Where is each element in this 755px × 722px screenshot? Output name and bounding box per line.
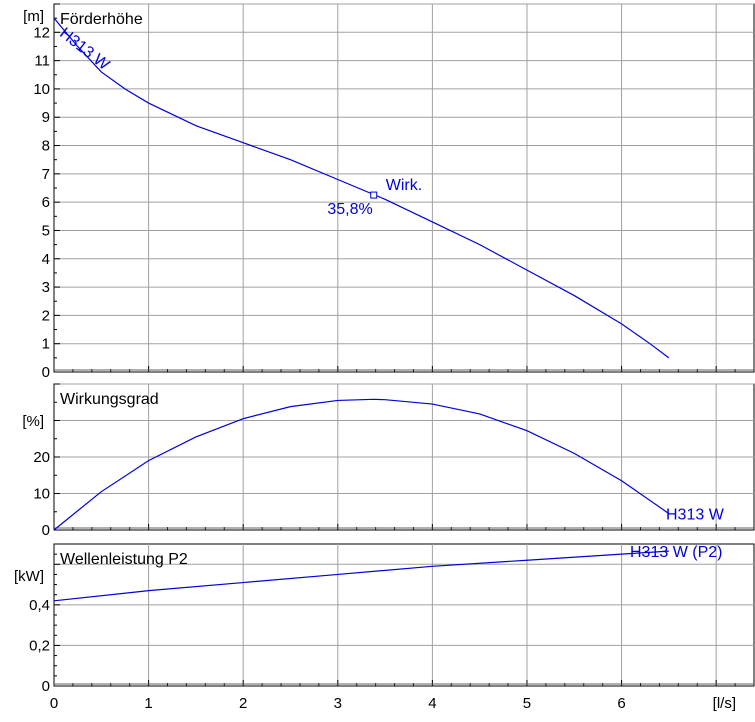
y-tick-label: 8	[42, 138, 50, 155]
y-tick-label: 4	[42, 251, 50, 268]
panel-title: Wellenleistung P2	[60, 551, 188, 568]
series-line-h313-w-p2-	[53, 550, 669, 602]
y-tick-label: 2	[42, 307, 50, 324]
y-tick-label: 0	[42, 522, 50, 539]
y-tick-label: 0	[42, 364, 50, 381]
power-panel: 0 0,2 0,4 [kW] Wellenleistung P2 0 1 2 3 4 5 6 [l/s]…	[14, 543, 755, 712]
y-tick-label: 10	[33, 81, 50, 98]
x-tick-label: 1	[144, 695, 152, 712]
y-axis-label: [kW]	[14, 568, 44, 585]
series-label: H313 W (P2)	[630, 544, 722, 561]
x-tick-label: 5	[523, 695, 531, 712]
efficiency-value-label: 35,8%	[327, 201, 372, 218]
y-tick-label: 5	[42, 222, 50, 239]
y-tick-label: 1	[42, 336, 50, 353]
operating-point-marker	[370, 191, 378, 199]
x-tick-label: 0	[50, 695, 58, 712]
series-line-h313-w	[53, 17, 670, 359]
y-axis-label: [%]	[22, 413, 44, 430]
y-tick-label: 11	[34, 53, 50, 70]
x-tick-label: 3	[334, 695, 342, 712]
y-tick-label: 12	[33, 24, 50, 41]
y-tick-label: 20	[33, 449, 50, 466]
y-tick-label: 9	[42, 109, 50, 126]
y-tick-label: 6	[42, 194, 50, 211]
panel-title: Wirkungsgrad	[60, 391, 159, 408]
y-axis-label: [m]	[23, 8, 44, 25]
series-label: H313 W	[666, 507, 725, 524]
x-axis-label: [l/s]	[713, 695, 736, 712]
panel-title: Förderhöhe	[60, 11, 143, 28]
y-tick-label: 0,2	[29, 637, 50, 654]
efficiency-panel: 0 10 20 [%] Wirkungsgrad H313 W	[22, 383, 755, 539]
y-tick-label: 3	[42, 279, 50, 296]
y-tick-label: 0,4	[29, 597, 50, 614]
series-line-h313-w	[53, 398, 670, 531]
x-tick-label: 4	[428, 695, 436, 712]
y-tick-label: 7	[42, 166, 50, 183]
x-tick-label: 6	[617, 695, 625, 712]
x-tick-label: 2	[239, 695, 247, 712]
efficiency-point-label: Wirk.	[386, 177, 422, 194]
y-tick-label: 10	[33, 486, 50, 503]
y-tick-label: 0	[42, 678, 50, 695]
